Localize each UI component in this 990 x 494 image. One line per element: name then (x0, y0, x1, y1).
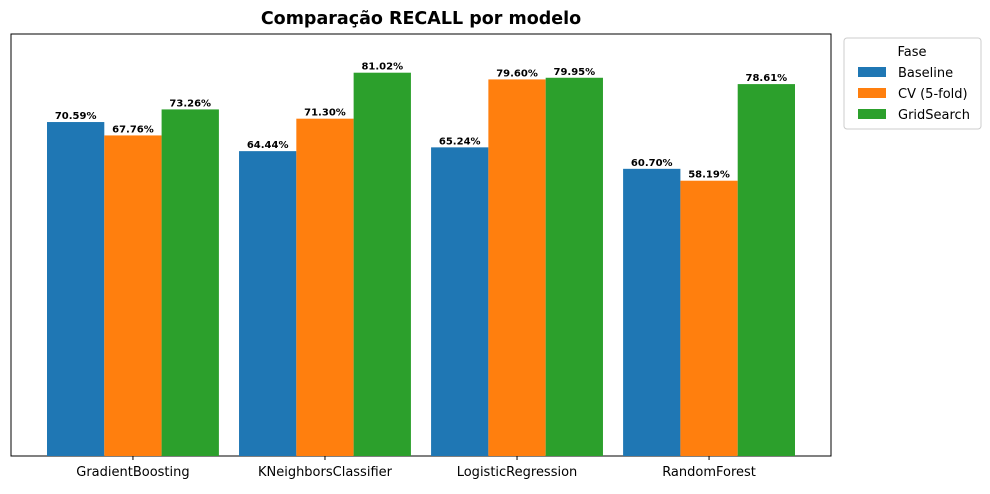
data-label: 79.95% (553, 67, 595, 78)
bar-cv-5-fold-logisticregression (488, 79, 546, 457)
data-label: 78.61% (746, 73, 788, 84)
data-label: 58.19% (688, 170, 730, 181)
legend-swatch (858, 67, 886, 77)
bar-baseline-gradientboosting (47, 122, 105, 456)
legend-label: GridSearch (898, 108, 970, 123)
bar-gridsearch-gradientboosting (161, 109, 219, 456)
bar-gridsearch-kneighborsclassifier (353, 72, 411, 456)
data-label: 73.26% (169, 98, 211, 109)
data-label: 79.60% (496, 68, 538, 79)
data-label: 70.59% (55, 111, 97, 122)
legend-swatch (858, 109, 886, 119)
legend-title: Fase (897, 45, 926, 60)
bar-cv-5-fold-gradientboosting (104, 135, 162, 456)
legend: Fase Baseline CV (5-fold) GridSearch (843, 37, 982, 130)
bars-layer (47, 72, 795, 457)
bar-gridsearch-logisticregression (545, 77, 603, 456)
x-tick-label: GradientBoosting (76, 465, 189, 480)
data-label: 67.76% (112, 124, 154, 135)
bar-baseline-randomforest (623, 168, 681, 456)
x-axis-ticks: GradientBoosting KNeighborsClassifier Logi… (76, 456, 756, 480)
legend-label: Baseline (898, 66, 953, 81)
x-tick-label: KNeighborsClassifier (258, 465, 393, 480)
bar-baseline-kneighborsclassifier (239, 151, 297, 456)
data-label: 64.44% (247, 140, 289, 151)
x-tick-label: RandomForest (662, 465, 756, 480)
legend-items: Baseline CV (5-fold) GridSearch (858, 66, 970, 123)
bar-cv-5-fold-kneighborsclassifier (296, 118, 354, 457)
plot-area-frame (10, 33, 832, 457)
legend-swatch (858, 88, 886, 98)
data-label: 71.30% (304, 108, 346, 119)
data-label: 60.70% (631, 158, 673, 169)
bar-baseline-logisticregression (431, 147, 489, 456)
data-labels-layer: 70.59% 67.76% 73.26% 64.44% 71.30% 81.02% 65.2… (55, 62, 787, 181)
legend-label: CV (5-fold) (898, 87, 968, 102)
bar-cv-5-fold-randomforest (680, 180, 738, 456)
chart-title: Comparação RECALL por modelo (261, 9, 581, 29)
legend-frame (843, 37, 982, 130)
bar-gridsearch-randomforest (737, 84, 795, 456)
data-label: 65.24% (439, 136, 481, 147)
data-label: 81.02% (361, 62, 403, 73)
x-tick-label: LogisticRegression (457, 465, 578, 480)
